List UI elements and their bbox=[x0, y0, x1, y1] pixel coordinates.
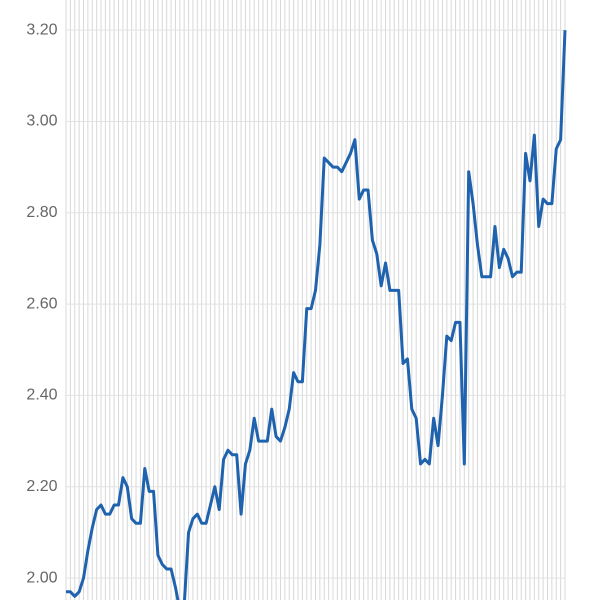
y-tick-label: 2.00 bbox=[26, 569, 57, 586]
y-tick-label: 2.60 bbox=[26, 295, 57, 312]
y-tick-label: 3.00 bbox=[26, 113, 57, 130]
y-tick-label: 3.20 bbox=[26, 21, 57, 38]
y-tick-label: 2.40 bbox=[26, 387, 57, 404]
y-tick-label: 2.80 bbox=[26, 204, 57, 221]
data-line bbox=[66, 30, 567, 600]
y-tick-label: 2.20 bbox=[26, 478, 57, 495]
